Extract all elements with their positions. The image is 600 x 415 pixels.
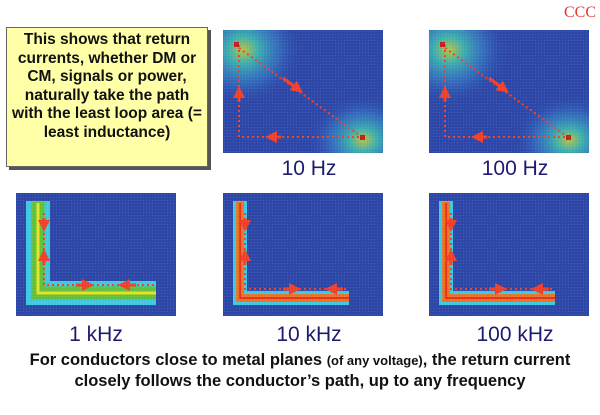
panel-10khz xyxy=(223,193,383,316)
label-100hz: 100 Hz xyxy=(481,157,549,180)
label-100khz: 100 kHz xyxy=(476,323,554,346)
ccc-logo: CCC xyxy=(563,4,596,21)
panel-100khz xyxy=(429,193,589,316)
caption: For conductors close to metal planes (of… xyxy=(0,350,600,392)
panel-10hz xyxy=(223,30,383,153)
caption-part1: For conductors close to metal planes xyxy=(29,351,327,369)
callout-box: This shows that return currents, whether… xyxy=(6,27,208,167)
panel-1khz xyxy=(16,193,176,316)
label-10khz: 10 kHz xyxy=(276,323,342,346)
caption-part2: (of any voltage) xyxy=(326,353,423,368)
label-1khz: 1 kHz xyxy=(69,323,123,346)
label-10hz: 10 Hz xyxy=(281,157,337,180)
panel-100hz xyxy=(429,30,589,153)
caption-part3: , the return current closely follows the… xyxy=(74,351,571,390)
